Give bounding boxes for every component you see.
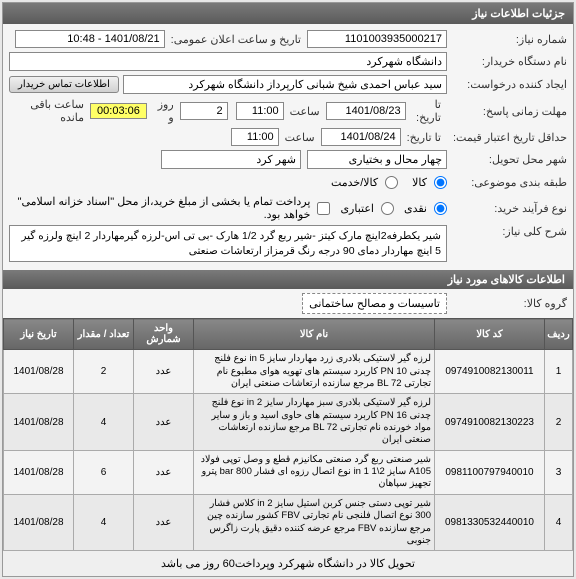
cell-code: 0981330532440010: [435, 494, 545, 550]
countdown-timer: 00:03:06: [90, 103, 147, 119]
radio-goods-service-label: کالا/خدمت: [331, 176, 378, 189]
radio-credit-input[interactable]: [381, 202, 394, 215]
cell-unit: عدد: [134, 394, 194, 450]
cell-code: 0974910082130223: [435, 394, 545, 450]
radio-class-goods[interactable]: کالا: [412, 176, 447, 189]
radio-goods-input[interactable]: [434, 176, 447, 189]
cell-name: لرزه گیر لاستیکی بلادری سبز مهاردار سایز…: [194, 394, 435, 450]
label-days-suffix: روز و: [147, 98, 180, 124]
checkbox-treasury-input[interactable]: [317, 202, 330, 215]
col-name: نام کالا: [194, 319, 435, 350]
table-row: 20974910082130223لرزه گیر لاستیکی بلادری…: [4, 394, 573, 450]
label-class: طبقه بندی موضوعی:: [447, 176, 567, 189]
cell-qty: 4: [74, 494, 134, 550]
cell-code: 0974910082130011: [435, 350, 545, 394]
row-city: شهر محل تحویل: چهار محال و بختیاری شهر ک…: [3, 148, 573, 171]
radio-cash[interactable]: نقدی: [404, 202, 447, 215]
col-unit: واحد شمارش: [134, 319, 194, 350]
row-deadline: مهلت زمانی پاسخ: تا تاریخ: 1401/08/23 سا…: [3, 96, 573, 126]
cell-qty: 2: [74, 350, 134, 394]
details-panel: جزئیات اطلاعات نیاز شماره نیاز: 11010039…: [2, 2, 574, 577]
row-group: گروه کالا: تاسیسات و مصالح ساختمانی: [3, 289, 573, 318]
value-buyer-org: دانشگاه شهرکرد: [9, 52, 447, 71]
checkbox-treasury-label: پرداخت تمام یا بخشی از مبلغ خرید،از محل …: [9, 195, 310, 221]
value-desc: شیر یکطرفه2اینچ مارک کیتز -شیر ربع گرد 1…: [9, 225, 447, 262]
form-area: شماره نیاز: 1101003935000217 تاریخ و ساع…: [3, 24, 573, 268]
label-until-1: تا تاریخ:: [406, 98, 447, 124]
label-buytype: نوع فرآیند خرید:: [447, 202, 567, 215]
cell-qty: 4: [74, 394, 134, 450]
value-days: 2: [180, 102, 228, 120]
table-row: 30981100797940010شیر صنعتی ربع گرد صنعتی…: [4, 450, 573, 494]
col-code: کد کالا: [435, 319, 545, 350]
value-need-no: 1101003935000217: [307, 30, 447, 48]
items-table: ردیف کد کالا نام کالا واحد شمارش تعداد /…: [3, 318, 573, 551]
table-row: 40981330532440010شیر توپی دستی جنس کربن …: [4, 494, 573, 550]
value-group: تاسیسات و مصالح ساختمانی: [302, 293, 447, 314]
cell-date: 1401/08/28: [4, 350, 74, 394]
label-desc: شرح کلی نیاز:: [447, 225, 567, 238]
label-requester: ایجاد کننده درخواست:: [447, 78, 567, 91]
col-idx: ردیف: [545, 319, 573, 350]
label-until-2: تا تاریخ:: [401, 131, 447, 144]
value-deadline-time: 11:00: [236, 102, 284, 120]
value-state: چهار محال و بختیاری: [307, 150, 447, 169]
radio-goods-service-input[interactable]: [385, 176, 398, 189]
value-announce: 1401/08/21 - 10:48: [15, 30, 165, 48]
cell-unit: عدد: [134, 494, 194, 550]
label-time-1: ساعت: [284, 105, 326, 118]
cell-idx: 3: [545, 450, 573, 494]
label-buyer-org: نام دستگاه خریدار:: [447, 55, 567, 68]
label-city: شهر محل تحویل:: [447, 153, 567, 166]
cell-name: شیر توپی دستی جنس کربن استیل سایز in 2 ک…: [194, 494, 435, 550]
label-counter-suffix: ساعت باقی مانده: [9, 98, 90, 124]
radio-credit-label: اعتباری: [340, 202, 374, 215]
cell-date: 1401/08/28: [4, 394, 74, 450]
value-requester: سید عباس احمدی شیخ شبانی کارپرداز دانشگا…: [123, 75, 447, 94]
value-city: شهر کرد: [161, 150, 301, 169]
row-need-number: شماره نیاز: 1101003935000217 تاریخ و ساع…: [3, 28, 573, 50]
value-validity-date: 1401/08/24: [321, 128, 401, 146]
radio-cash-label: نقدی: [404, 202, 427, 215]
cell-date: 1401/08/28: [4, 450, 74, 494]
cell-date: 1401/08/28: [4, 494, 74, 550]
value-deadline-date: 1401/08/23: [326, 102, 406, 120]
row-buyer-org: نام دستگاه خریدار: دانشگاه شهرکرد: [3, 50, 573, 73]
checkbox-treasury[interactable]: پرداخت تمام یا بخشی از مبلغ خرید،از محل …: [9, 195, 330, 221]
label-validity: حداقل تاریخ اعتبار قیمت:: [447, 131, 567, 144]
footer-note: تحویل کالا در دانشگاه شهرکرد وپرداخت60 ر…: [3, 551, 573, 576]
col-date: تاریخ نیاز: [4, 319, 74, 350]
cell-name: لرزه گیر لاستیکی بلادری زرد مهاردار سایز…: [194, 350, 435, 394]
cell-code: 0981100797940010: [435, 450, 545, 494]
cell-idx: 1: [545, 350, 573, 394]
panel-title: جزئیات اطلاعات نیاز: [3, 3, 573, 24]
table-row: 10974910082130011لرزه گیر لاستیکی بلادری…: [4, 350, 573, 394]
label-deadline: مهلت زمانی پاسخ:: [447, 105, 567, 118]
cell-qty: 6: [74, 450, 134, 494]
label-group: گروه کالا:: [447, 297, 567, 310]
radio-cash-input[interactable]: [434, 202, 447, 215]
row-requester: ایجاد کننده درخواست: سید عباس احمدی شیخ …: [3, 73, 573, 96]
radio-goods-label: کالا: [412, 176, 427, 189]
label-need-no: شماره نیاز:: [447, 33, 567, 46]
contact-button[interactable]: اطلاعات تماس خریدار: [9, 76, 119, 93]
radio-class-goods-service[interactable]: کالا/خدمت: [331, 176, 398, 189]
table-body: 10974910082130011لرزه گیر لاستیکی بلادری…: [4, 350, 573, 551]
items-header: اطلاعات کالاهای مورد نیاز: [3, 270, 573, 289]
row-class: طبقه بندی موضوعی: کالا کالا/خدمت: [3, 171, 573, 193]
label-time-2: ساعت: [279, 131, 321, 144]
cell-unit: عدد: [134, 450, 194, 494]
row-description: شرح کلی نیاز: شیر یکطرفه2اینچ مارک کیتز …: [3, 223, 573, 264]
row-buytype: نوع فرآیند خرید: نقدی اعتباری پرداخت تما…: [3, 193, 573, 223]
col-qty: تعداد / مقدار: [74, 319, 134, 350]
cell-unit: عدد: [134, 350, 194, 394]
row-validity: حداقل تاریخ اعتبار قیمت: تا تاریخ: 1401/…: [3, 126, 573, 148]
label-announce: تاریخ و ساعت اعلان عمومی:: [165, 33, 307, 46]
table-head: ردیف کد کالا نام کالا واحد شمارش تعداد /…: [4, 319, 573, 350]
cell-idx: 4: [545, 494, 573, 550]
radio-credit[interactable]: اعتباری: [340, 202, 394, 215]
value-validity-time: 11:00: [231, 128, 279, 146]
cell-idx: 2: [545, 394, 573, 450]
cell-name: شیر صنعتی ربع گرد صنعتی مکانیزم قطع و وص…: [194, 450, 435, 494]
